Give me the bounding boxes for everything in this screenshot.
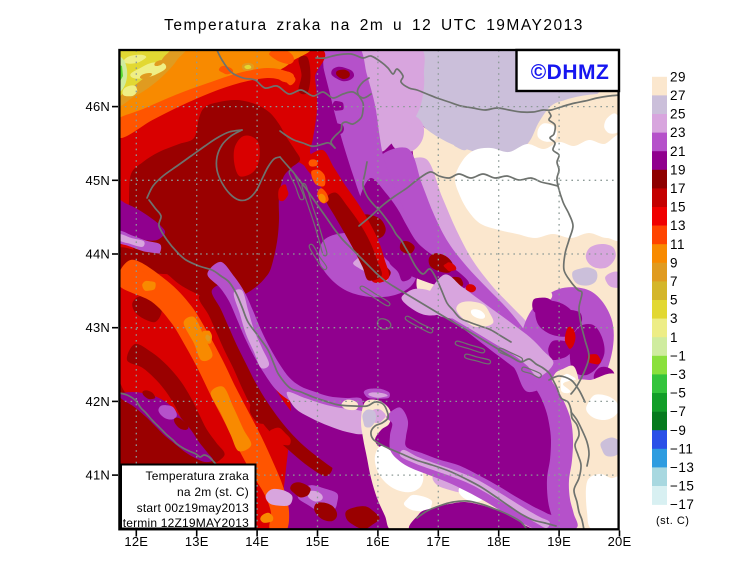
svg-text:termin 12Z19MAY2013: termin 12Z19MAY2013: [123, 516, 249, 530]
svg-text:na 2m (st. C): na 2m (st. C): [177, 485, 249, 499]
svg-text:44N: 44N: [86, 247, 110, 262]
svg-text:−1: −1: [670, 348, 686, 363]
svg-text:−9: −9: [670, 423, 686, 438]
svg-text:23: 23: [670, 125, 686, 140]
svg-text:29: 29: [670, 69, 686, 84]
svg-text:Temperatura zraka: Temperatura zraka: [146, 469, 250, 483]
svg-text:15: 15: [670, 200, 686, 215]
svg-text:3: 3: [670, 311, 678, 326]
svg-text:−11: −11: [670, 441, 693, 456]
svg-text:−13: −13: [670, 460, 694, 475]
svg-text:start 00z19may2013: start 00z19may2013: [137, 501, 249, 515]
svg-text:14E: 14E: [245, 534, 269, 549]
svg-text:19E: 19E: [547, 534, 571, 549]
svg-text:−7: −7: [670, 404, 686, 419]
svg-text:46N: 46N: [86, 99, 110, 114]
svg-text:Temperatura zraka na 2m u 12 U: Temperatura zraka na 2m u 12 UTC 19MAY20…: [164, 17, 584, 34]
svg-text:27: 27: [670, 88, 686, 103]
svg-text:41N: 41N: [86, 468, 110, 483]
svg-text:13E: 13E: [185, 534, 209, 549]
svg-text:−3: −3: [670, 367, 686, 382]
svg-text:25: 25: [670, 107, 686, 122]
svg-text:20E: 20E: [608, 534, 632, 549]
svg-text:©DHMZ: ©DHMZ: [531, 61, 610, 84]
svg-text:42N: 42N: [86, 394, 110, 409]
svg-text:17: 17: [670, 181, 686, 196]
svg-text:13: 13: [670, 218, 686, 233]
svg-text:45N: 45N: [86, 173, 110, 188]
svg-text:43N: 43N: [86, 320, 110, 335]
svg-text:15E: 15E: [306, 534, 330, 549]
svg-text:12E: 12E: [124, 534, 148, 549]
svg-text:5: 5: [670, 293, 678, 308]
svg-text:19: 19: [670, 162, 686, 177]
svg-text:21: 21: [670, 144, 686, 159]
svg-text:9: 9: [670, 255, 678, 270]
svg-text:−15: −15: [670, 479, 694, 494]
svg-text:17E: 17E: [426, 534, 450, 549]
svg-text:11: 11: [670, 237, 685, 252]
svg-text:1: 1: [670, 330, 678, 345]
svg-text:16E: 16E: [366, 534, 390, 549]
svg-text:18E: 18E: [487, 534, 511, 549]
svg-text:7: 7: [670, 274, 678, 289]
svg-text:(st. C): (st. C): [656, 515, 689, 527]
svg-text:−5: −5: [670, 386, 686, 401]
svg-text:−17: −17: [670, 497, 694, 512]
